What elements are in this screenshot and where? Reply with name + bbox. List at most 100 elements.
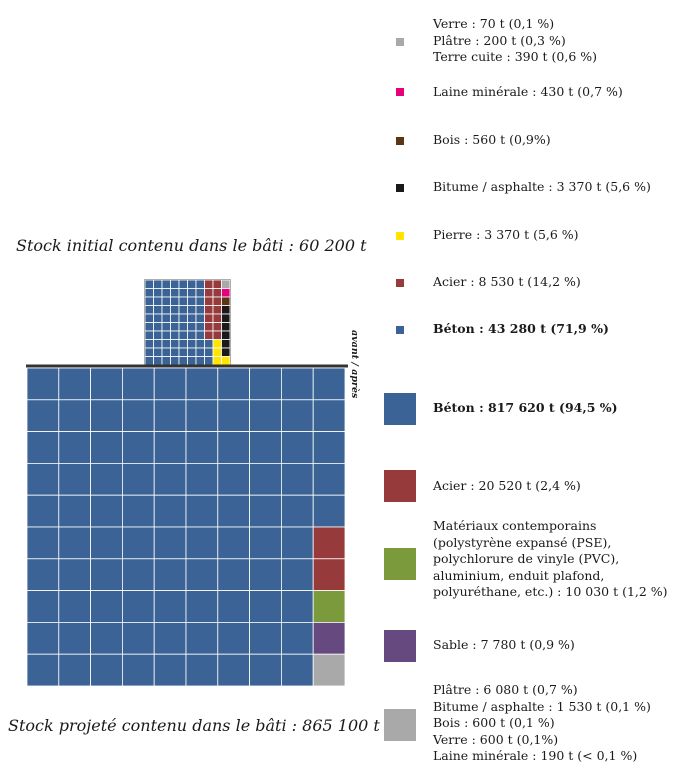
waffle-projected-cell [26,653,60,687]
waffle-projected-cell [185,526,219,560]
waffle-initial-cell [153,347,163,357]
waffle-initial-cell [221,339,231,349]
waffle-projected-cell [90,558,123,591]
waffle-initial-cell [195,288,205,298]
waffle-initial-cell [144,305,154,315]
legend-label: Laine minérale : 430 t (0,7 %) [433,84,623,99]
waffle-projected-cell [90,462,123,496]
waffle-projected-cell [122,590,155,623]
waffle-projected-cell [217,590,251,623]
waffle-initial-cell [187,356,197,366]
waffle-projected-cell [312,367,346,401]
waffle-projected-cell [312,590,346,623]
waffle-projected-cell [280,399,314,432]
waffle-projected-cell [122,399,155,432]
waffle-projected-cell [312,653,346,687]
waffle-initial-cell [170,356,180,366]
waffle-projected-cell [312,494,346,528]
waffle-projected-cell [280,590,314,623]
waffle-projected-cell [122,558,155,591]
waffle-projected-cell [26,622,60,655]
waffle-projected-cell [122,526,155,560]
chart-title-projected: Stock projeté contenu dans le bâti : 865… [8,716,380,735]
waffle-projected-cell [153,494,187,528]
waffle-initial-cell [153,356,163,366]
waffle-initial-cell [178,347,188,357]
waffle-initial-cell [221,347,231,357]
waffle-projected-cell [122,367,155,401]
waffle-initial-cell [204,305,214,315]
waffle-projected-cell [185,399,219,432]
chart-title-initial: Stock initial contenu dans le bâti : 60 … [16,236,367,255]
waffle-initial-cell [195,313,205,323]
waffle-initial-cell [153,339,163,349]
waffle-initial-cell [170,347,180,357]
waffle-initial-cell [212,356,222,366]
waffle-projected-cell [280,653,314,687]
waffle-initial-cell [221,330,231,340]
waffle-projected-cell [312,622,346,655]
waffle-initial-cell [144,330,154,340]
waffle-initial-cell [204,347,214,357]
waffle-initial-cell [195,330,205,340]
waffle-projected-cell [185,653,219,687]
waffle-initial-cell [178,356,188,366]
waffle-projected-cell [58,367,91,401]
waffle-projected-cell [58,526,91,560]
waffle-projected-cell [280,526,314,560]
waffle-initial-cell [144,313,154,323]
waffle-projected-cell [280,431,314,464]
waffle-projected-cell [153,622,187,655]
waffle-projected-cell [153,399,187,432]
waffle-initial-cell [212,305,222,315]
waffle-projected-cell [185,590,219,623]
waffle-initial-cell [204,356,214,366]
waffle-initial-cell [204,339,214,349]
waffle-initial-cell [195,339,205,349]
waffle-projected-cell [217,526,251,560]
waffle-initial-cell [170,279,180,289]
waffle-projected-cell [217,399,251,432]
waffle-initial-cell [221,313,231,323]
legend-label: Pierre : 3 370 t (5,6 %) [433,227,579,242]
waffle-projected-cell [217,653,251,687]
waffle-initial-cell [144,339,154,349]
waffle-initial-cell [161,347,171,357]
waffle-initial-cell [204,288,214,298]
waffle-projected-cell [249,526,282,560]
waffle-projected-cell [249,431,282,464]
waffle-initial-cell [144,356,154,366]
waffle-initial-cell [195,296,205,306]
waffle-initial-cell [187,313,197,323]
waffle-projected-cell [58,558,91,591]
waffle-initial-cell [221,322,231,332]
waffle-initial-cell [161,288,171,298]
waffle-initial-cell [144,347,154,357]
waffle-initial-cell [153,330,163,340]
waffle-projected-cell [217,558,251,591]
waffle-initial-cell [212,330,222,340]
waffle-initial-cell [170,288,180,298]
waffle-initial-cell [212,288,222,298]
waffle-initial-cell [204,279,214,289]
legend-label: Béton : 43 280 t (71,9 %) [433,321,609,336]
waffle-initial-cell [170,339,180,349]
legend-label: Acier : 8 530 t (14,2 %) [433,274,581,289]
waffle-projected-cell [122,494,155,528]
waffle-initial-cell [170,330,180,340]
waffle-initial-cell [178,279,188,289]
waffle-projected-cell [153,431,187,464]
waffle-projected-cell [280,622,314,655]
waffle-initial-cell [161,279,171,289]
waffle-projected-cell [185,558,219,591]
waffle-initial-cell [187,305,197,315]
waffle-projected-cell [280,558,314,591]
waffle-initial-cell [212,313,222,323]
legend-swatch [384,709,416,741]
waffle-projected-cell [249,653,282,687]
waffle-projected-cell [26,399,60,432]
waffle-projected-cell [249,399,282,432]
legend-swatch [396,88,404,96]
waffle-projected-cell [58,494,91,528]
